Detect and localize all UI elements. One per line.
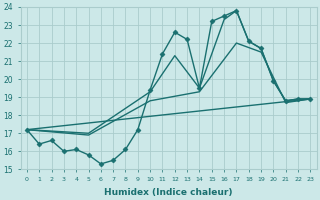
X-axis label: Humidex (Indice chaleur): Humidex (Indice chaleur) (104, 188, 233, 197)
